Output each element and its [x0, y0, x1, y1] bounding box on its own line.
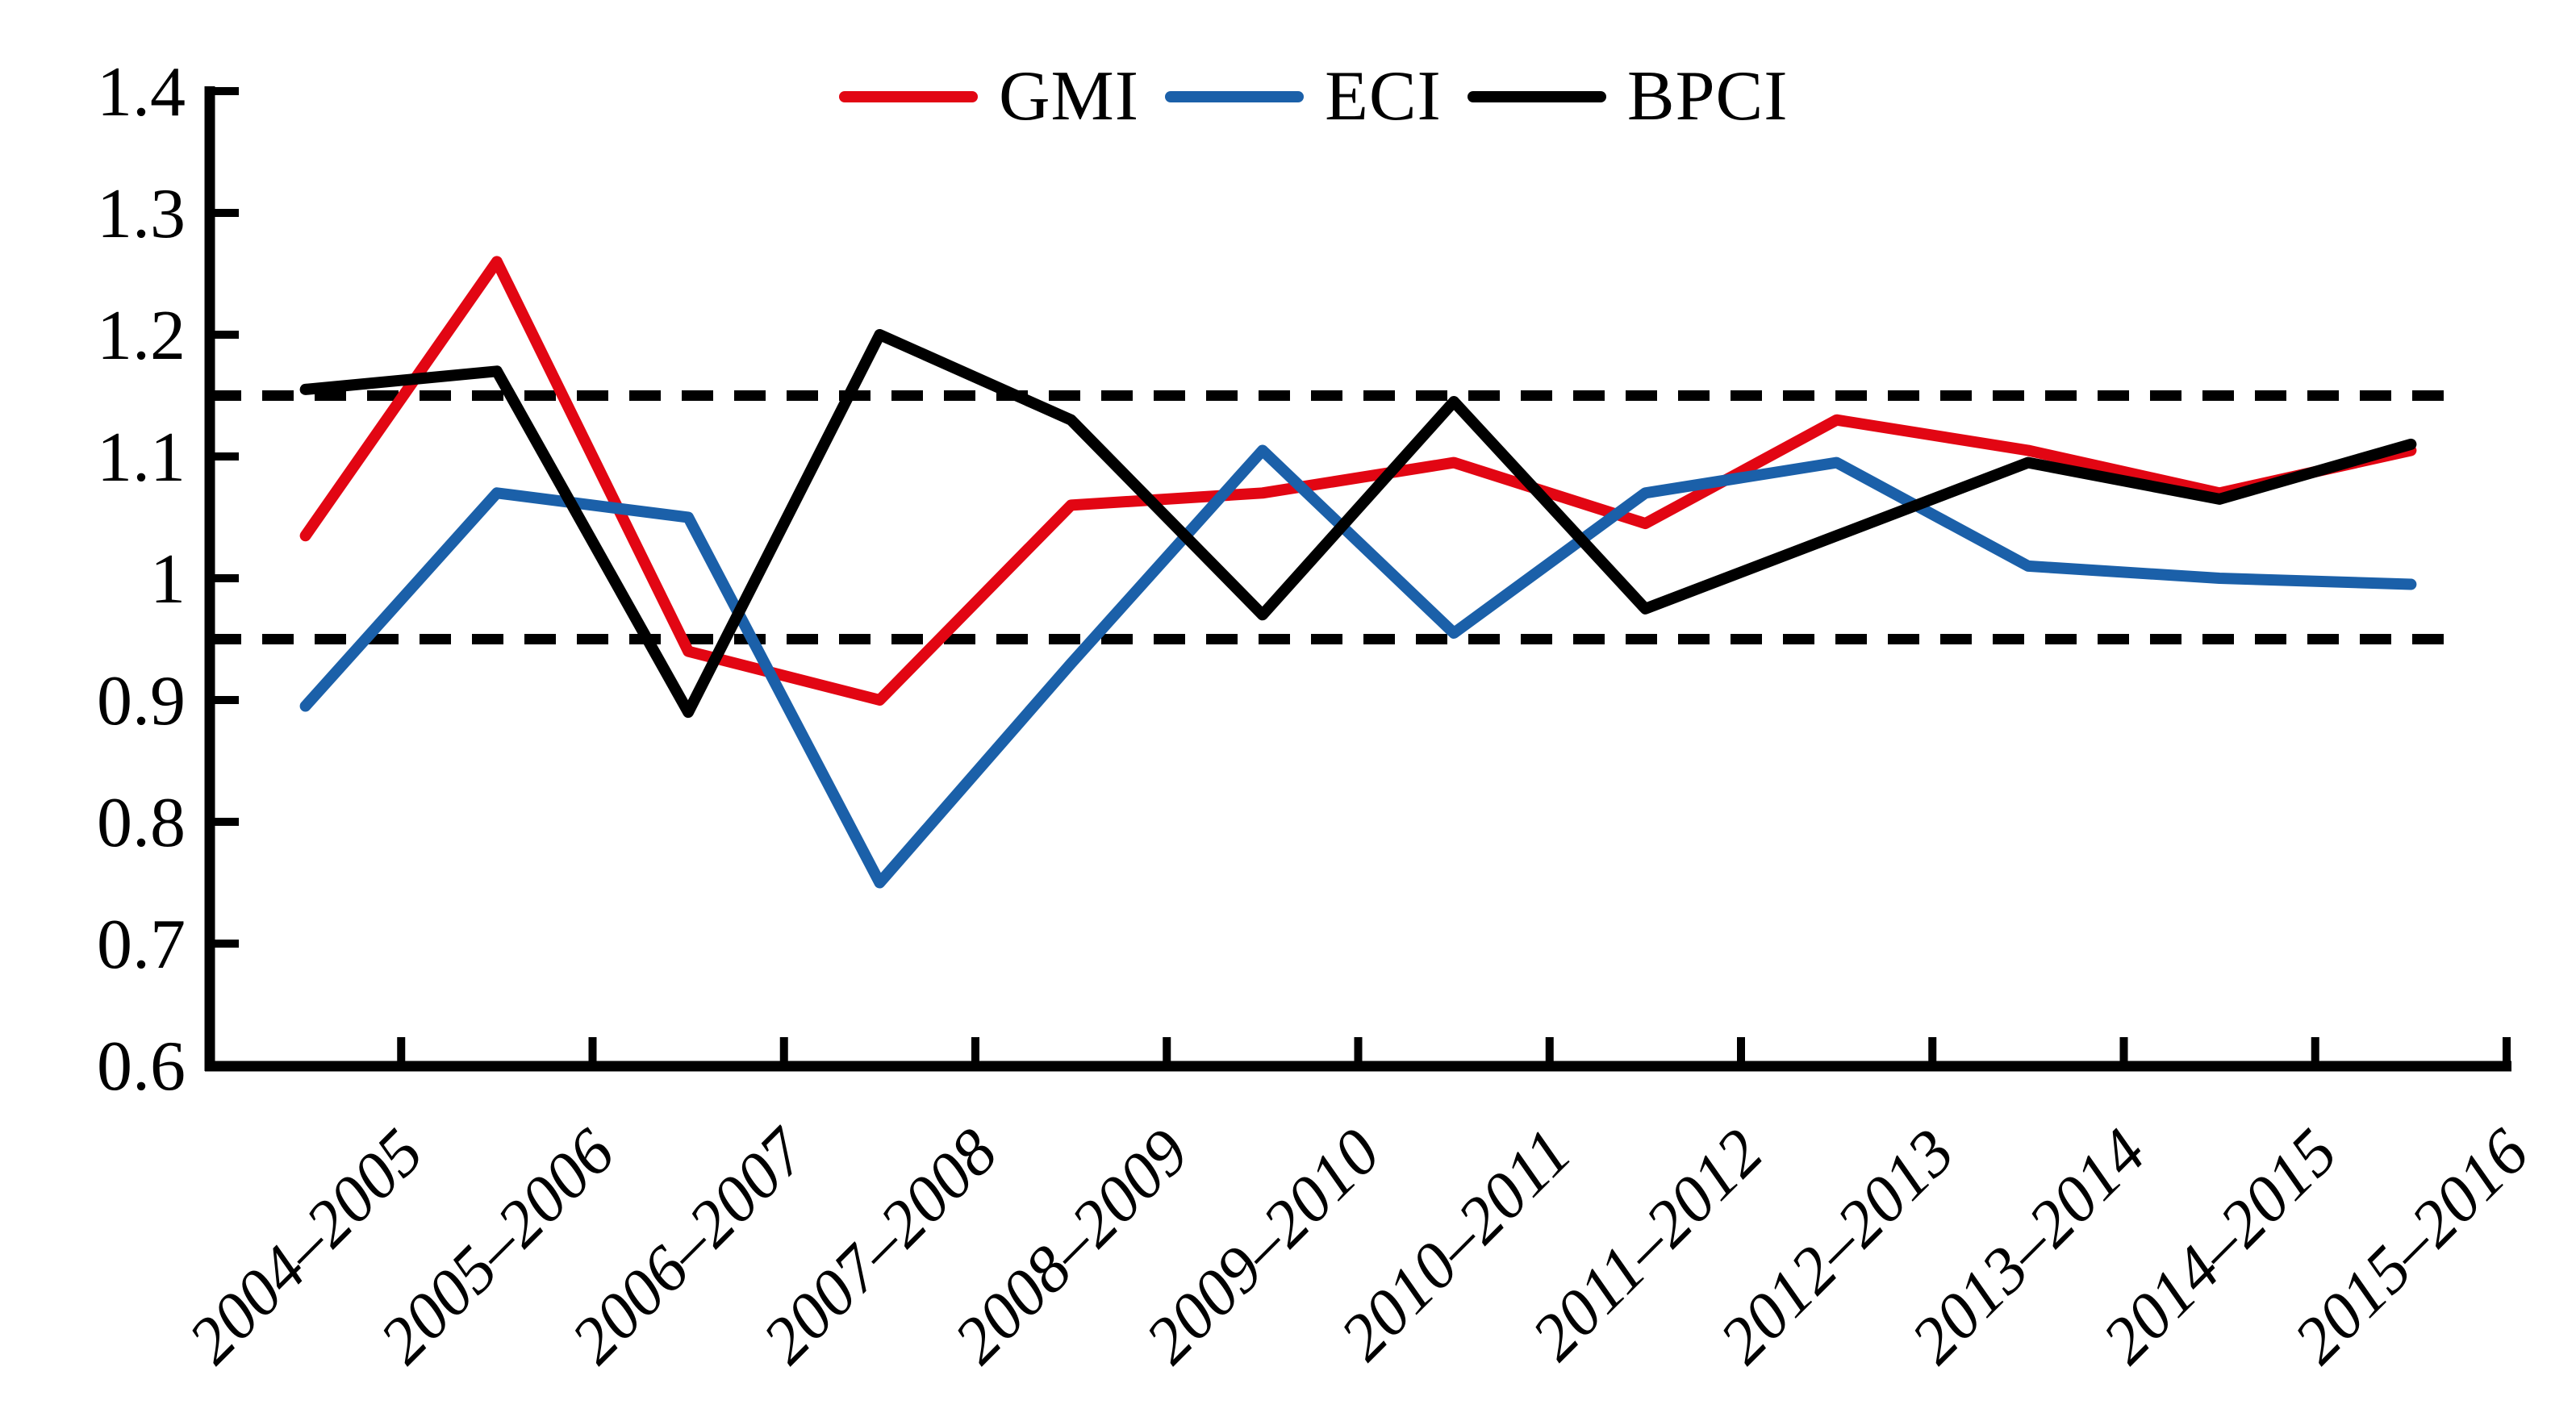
gmi-line-swatch	[839, 91, 978, 102]
bpci-legend-label: BPCI	[1626, 57, 1789, 135]
series-line-eci	[299, 444, 2417, 889]
gmi-legend-label: GMI	[999, 57, 1140, 135]
y-tick-label: 0.7	[97, 906, 186, 984]
series-line-gmi	[299, 256, 2417, 706]
y-tick-label: 0.6	[97, 1027, 186, 1106]
chart-legend: GMI ECI BPCI	[839, 61, 1789, 132]
y-tick-label: 0.9	[97, 662, 186, 740]
legend-item-bpci: BPCI	[1467, 57, 1789, 135]
series-line-bpci	[299, 329, 2417, 719]
y-tick-label: 1.2	[97, 297, 186, 375]
y-tick-label: 1.3	[97, 175, 186, 253]
legend-item-eci: ECI	[1165, 61, 1442, 132]
y-tick-label: 0.8	[97, 784, 186, 862]
legend-item-gmi: GMI	[839, 61, 1139, 132]
y-tick-label: 1.4	[97, 53, 186, 131]
y-tick-label: 1.1	[97, 419, 186, 497]
y-tick-label: 1	[150, 540, 186, 619]
eci-line-swatch	[1165, 91, 1305, 102]
bpci-line-swatch	[1467, 91, 1606, 102]
eci-legend-label: ECI	[1325, 57, 1442, 135]
